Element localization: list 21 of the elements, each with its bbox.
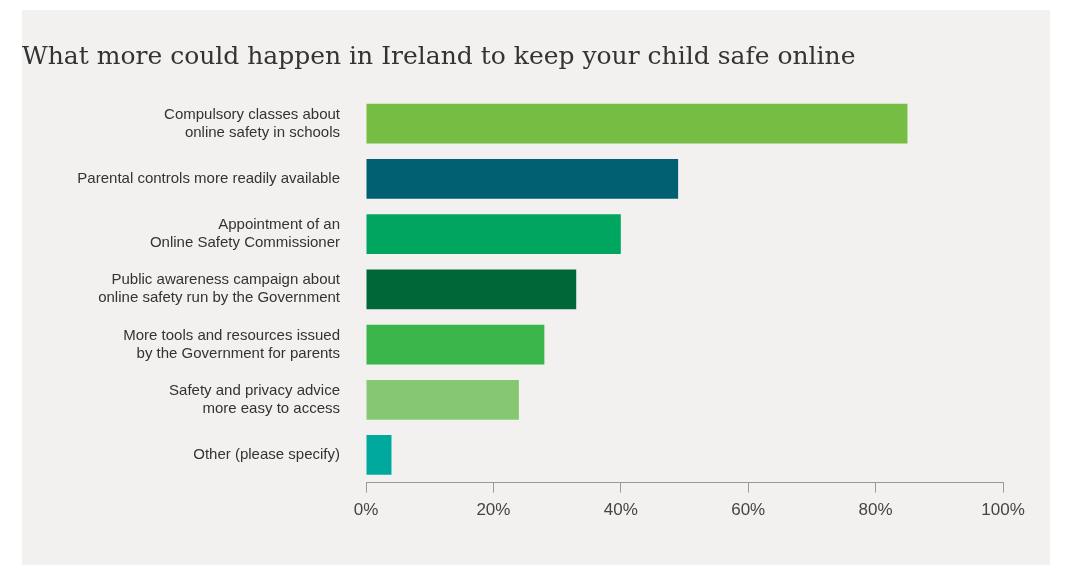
bar [366, 324, 545, 365]
x-tick-label: 40% [603, 500, 638, 520]
y-tick-label: Compulsory classes about online safety in schools [164, 104, 341, 140]
bar [366, 435, 392, 475]
chart-title: What more could happen in Ireland to keep your child safe online [22, 40, 856, 70]
y-tick-label: Safety and privacy advice more easy to access [169, 380, 340, 416]
bar [366, 103, 908, 144]
x-tick-label: 0% [353, 500, 379, 520]
x-tick-label: 80% [858, 500, 893, 520]
y-tick-label: Appointment of an Online Safety Commissioner [149, 215, 340, 251]
bar [366, 379, 519, 420]
y-tick-label: More tools and resources issued by the Government for parents [123, 325, 340, 361]
y-tick-label: Parental controls more readily available [77, 168, 340, 186]
x-tick-label: 20% [476, 500, 511, 520]
x-tick-label: 60% [731, 500, 766, 520]
x-tick-label: 100% [981, 500, 1025, 520]
bar [366, 269, 577, 310]
y-tick-label: Other (please specify) [193, 445, 340, 463]
bar [366, 214, 621, 254]
y-tick-label: Public awareness campaign about online safety run by the Government [98, 270, 341, 306]
bar [366, 158, 679, 199]
